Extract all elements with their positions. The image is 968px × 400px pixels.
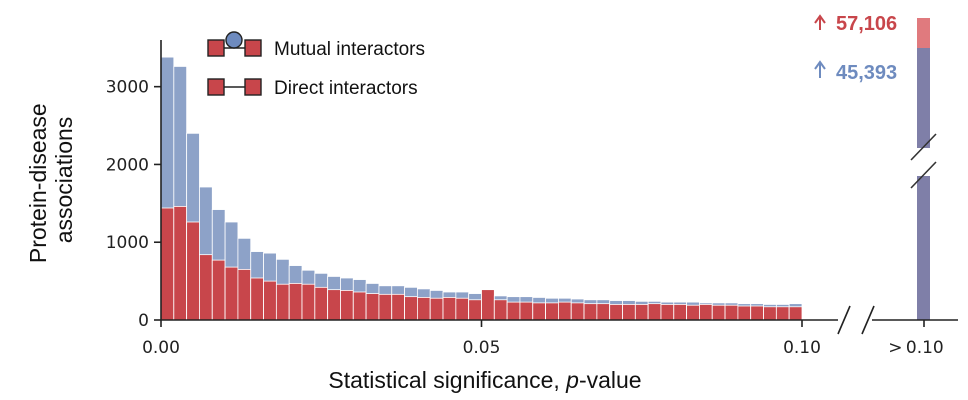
y-tick-label: 0 [138,311,149,331]
bar-direct [609,304,623,321]
overflow-annotation-direct: 57,106 [814,13,897,35]
bar-direct [327,289,341,321]
bar-direct [263,280,277,321]
legend-swatch-direct-left [207,78,225,96]
bar-direct [455,297,470,321]
bar-direct [750,305,764,321]
bar-direct [288,283,303,321]
bar-direct [545,302,559,321]
bar-direct [506,301,521,321]
bar-direct [583,303,598,321]
bar-direct [724,304,739,321]
bar-direct [211,259,226,321]
bar-direct [519,301,534,321]
bar-break-mark-bottom [910,161,937,189]
x-axis-title: Statistical significance, p-value [328,367,641,393]
bar-direct [763,306,777,321]
bar-direct [442,297,457,321]
bar-direct [481,289,495,321]
legend-swatch-mutual-right [244,39,262,57]
bar-direct [186,221,200,321]
x-axis-break-mark-2 [861,305,875,335]
bar-direct [365,293,380,321]
legend-swatch-direct-right [244,78,262,96]
bar-direct [647,303,662,321]
overflow-label-direct: 57,106 [836,13,897,35]
x-tick-label: 0.10 [783,338,821,358]
legend-entry-direct: Direct interactors [207,78,418,99]
bar-direct [775,306,790,321]
bar-direct [250,277,264,321]
bar-break-gap [915,148,932,176]
bar-direct [558,301,572,321]
bars-overflow [910,18,937,320]
y-tick-label: 3000 [106,78,149,98]
bar-direct [404,296,418,321]
arrow-up-icon [814,60,826,78]
y-ticks: 0 1000 2000 3000 [106,78,161,331]
bar-direct [660,304,675,321]
bar-direct [622,304,636,321]
overflow-annotation-mutual: 45,393 [814,60,897,84]
bar-direct [314,286,329,321]
legend-swatch-mutual-left [207,39,225,57]
bar-direct [275,283,290,321]
bar-direct [699,304,713,321]
bar-direct [173,206,188,321]
arrow-up-icon [814,14,826,30]
x-axis-break-mark-1 [837,305,851,335]
x-tick-label: 0.00 [142,338,180,358]
x-tick-label: 0.05 [463,338,501,358]
bar-direct [416,297,431,321]
y-axis-title: Protein-disease associations [25,97,77,263]
y-tick-label: 2000 [106,155,149,175]
bar-direct [160,207,175,321]
bar-direct [340,290,354,321]
bar-direct [596,303,611,321]
bars-main [160,56,803,321]
bar-direct [391,293,405,321]
legend-label-mutual: Mutual interactors [274,39,425,60]
legend-label-direct: Direct interactors [274,78,418,99]
bar-direct [532,302,547,321]
bar-direct [429,297,444,321]
legend-entry-mutual: Mutual interactors [207,31,425,60]
bar-direct [737,305,752,321]
y-tick-label: 1000 [106,233,149,253]
x-ticks: 0.00 0.05 0.10 [142,320,821,358]
bar-overflow-direct [917,18,930,48]
legend-node-icon [225,31,243,49]
bar-direct [224,266,239,321]
bar-direct [352,291,367,321]
bar-direct [468,299,482,321]
bar-direct [570,302,585,321]
bar-direct [378,293,393,321]
bar-direct [634,304,649,321]
bar-direct [788,306,803,321]
bar-direct [673,304,688,321]
bar-direct [493,299,508,321]
x-tick-label-overflow: > 0.10 [888,338,944,358]
bar-direct [711,304,726,321]
overflow-label-mutual: 45,393 [836,62,897,84]
bar-direct [686,304,700,321]
bar-direct [301,283,316,321]
bar-overflow-mutual [917,48,930,320]
bar-direct [199,254,213,321]
bar-break-mark-top [910,133,937,161]
legend: Mutual interactors Direct interactors [207,31,425,99]
bar-direct [237,269,252,321]
